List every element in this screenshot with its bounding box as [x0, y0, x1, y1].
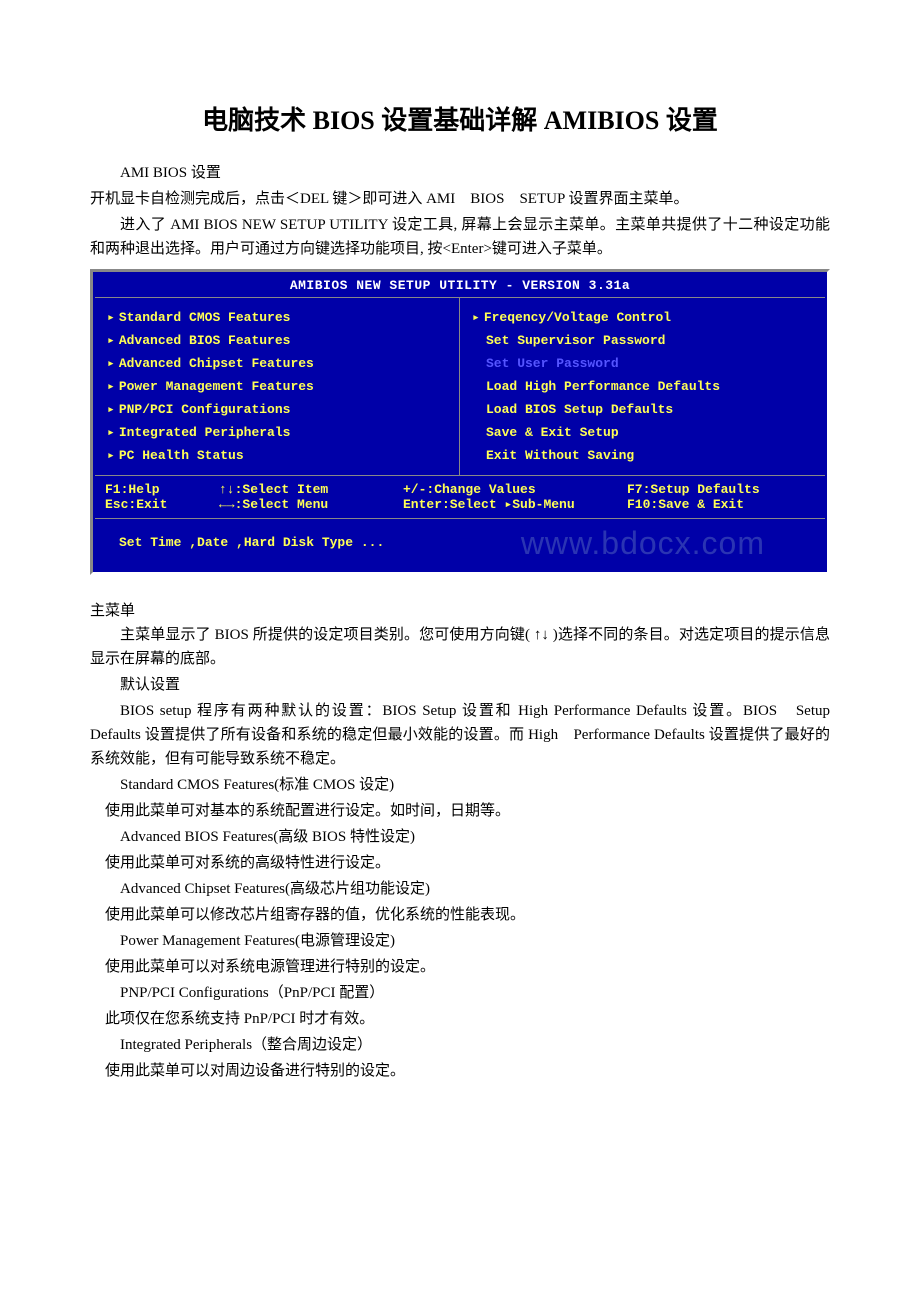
bios-menu-item[interactable]: ▸Power Management Features	[99, 375, 455, 398]
bios-menu-item[interactable]: ▸Advanced BIOS Features	[99, 329, 455, 352]
bios-menu-item[interactable]: Save & Exit Setup	[464, 421, 821, 444]
watermark-text: www.bdocx.com	[521, 525, 765, 562]
item-pnp-pci: PNP/PCI Configurations（PnP/PCI 配置）	[90, 981, 830, 1005]
hint-change-values: +/-:Change Values	[403, 482, 603, 497]
bios-right-column: ▸Freqency/Voltage ControlSet Supervisor …	[460, 298, 825, 475]
bios-menu-item[interactable]: Exit Without Saving	[464, 444, 821, 467]
item-power-mgmt-desc: 使用此菜单可以对系统电源管理进行特别的设定。	[90, 955, 830, 979]
bios-menu-item[interactable]: ▸PC Health Status	[99, 444, 455, 467]
bios-menu-item[interactable]: ▸Integrated Peripherals	[99, 421, 455, 444]
item-advanced-bios: Advanced BIOS Features(高级 BIOS 特性设定)	[90, 825, 830, 849]
bios-menu-item[interactable]: Set User Password	[464, 352, 821, 375]
bios-menu-item[interactable]: ▸Advanced Chipset Features	[99, 352, 455, 375]
bios-menu-item[interactable]: ▸Freqency/Voltage Control	[464, 306, 821, 329]
bios-menu-item[interactable]: ▸Standard CMOS Features	[99, 306, 455, 329]
hint-help: F1:Help	[105, 482, 195, 497]
hint-setup-defaults: F7:Setup Defaults	[627, 482, 760, 497]
hint-enter-submenu: Enter:Select ▸Sub-Menu	[403, 497, 603, 512]
bios-left-column: ▸Standard CMOS Features▸Advanced BIOS Fe…	[95, 298, 460, 475]
item-integrated-periph: Integrated Peripherals（整合周边设定）	[90, 1033, 830, 1057]
item-advanced-chipset: Advanced Chipset Features(高级芯片组功能设定)	[90, 877, 830, 901]
hint-save-exit: F10:Save & Exit	[627, 497, 744, 512]
bios-screenshot: AMIBIOS NEW SETUP UTILITY - VERSION 3.31…	[90, 269, 830, 575]
bios-hint-bar: F1:Help ↑↓:Select Item +/-:Change Values…	[95, 476, 825, 519]
item-standard-cmos-desc: 使用此菜单可对基本的系统配置进行设定。如时间，日期等。	[90, 799, 830, 823]
bios-menu-item[interactable]: Load High Performance Defaults	[464, 375, 821, 398]
hint-select-item: ↑↓:Select Item	[219, 482, 379, 497]
hint-select-menu: ←→:Select Menu	[219, 497, 379, 512]
item-pnp-pci-desc: 此项仅在您系统支持 PnP/PCI 时才有效。	[90, 1007, 830, 1031]
intro-para-2: 进入了 AMI BIOS NEW SETUP UTILITY 设定工具, 屏幕上…	[90, 213, 830, 261]
item-integrated-periph-desc: 使用此菜单可以对周边设备进行特别的设定。	[90, 1059, 830, 1083]
page-title: 电脑技术 BIOS 设置基础详解 AMIBIOS 设置	[90, 100, 830, 137]
item-advanced-chipset-desc: 使用此菜单可以修改芯片组寄存器的值，优化系统的性能表现。	[90, 903, 830, 927]
bios-footer-bar: Set Time ,Date ,Hard Disk Type ... www.b…	[95, 519, 825, 570]
bios-title-bar: AMIBIOS NEW SETUP UTILITY - VERSION 3.31…	[95, 274, 825, 298]
bios-menu-item[interactable]: ▸PNP/PCI Configurations	[99, 398, 455, 421]
item-standard-cmos: Standard CMOS Features(标准 CMOS 设定)	[90, 773, 830, 797]
bios-menu-item[interactable]: Set Supervisor Password	[464, 329, 821, 352]
intro-subtitle: AMI BIOS 设置	[90, 161, 830, 185]
intro-para-1: 开机显卡自检测完成后，点击＜DEL 键＞即可进入 AMI BIOS SETUP …	[90, 187, 830, 211]
item-advanced-bios-desc: 使用此菜单可对系统的高级特性进行设定。	[90, 851, 830, 875]
section-defaults: 默认设置	[90, 673, 830, 697]
item-power-mgmt: Power Management Features(电源管理设定)	[90, 929, 830, 953]
main-menu-desc: 主菜单显示了 BIOS 所提供的设定项目类别。您可使用方向键( ↑↓ )选择不同…	[90, 623, 830, 671]
bios-menu-columns: ▸Standard CMOS Features▸Advanced BIOS Fe…	[95, 298, 825, 476]
bios-menu-item[interactable]: Load BIOS Setup Defaults	[464, 398, 821, 421]
section-main-menu: 主菜单	[90, 599, 830, 623]
bios-footer-text: Set Time ,Date ,Hard Disk Type ...	[119, 535, 384, 550]
defaults-desc: BIOS setup 程序有两种默认的设置：BIOS Setup 设置和 Hig…	[90, 699, 830, 771]
hint-exit: Esc:Exit	[105, 497, 195, 512]
